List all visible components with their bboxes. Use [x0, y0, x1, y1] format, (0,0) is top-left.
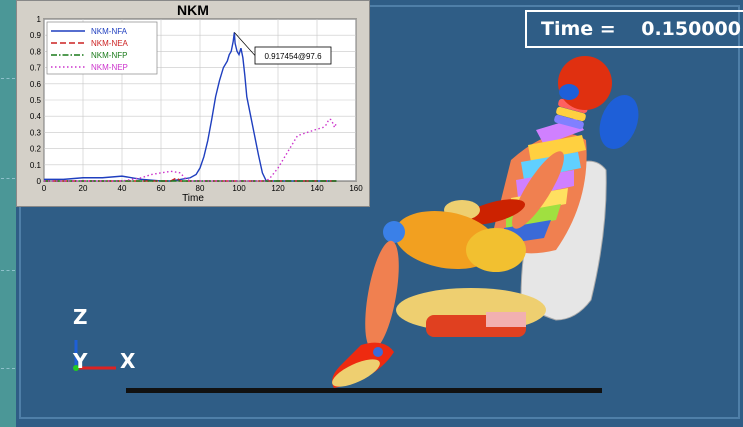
y-tick-label: 0.8: [30, 47, 42, 56]
y-tick-label: 0.2: [30, 145, 42, 154]
x-tick-label: 20: [79, 184, 88, 193]
triad-y-label: Y: [73, 349, 87, 373]
ground-line: [126, 388, 602, 393]
annotation-text: 0.917454@97.6: [264, 52, 322, 61]
head-visor: [559, 84, 579, 100]
time-value: 0.150000: [641, 12, 741, 46]
time-readout: Time = 0.150000: [525, 10, 743, 48]
x-tick-label: 40: [118, 184, 127, 193]
side-panel-strip: [0, 0, 16, 427]
y-tick-label: 1: [37, 15, 42, 24]
triad-z-label: Z: [73, 305, 88, 329]
x-tick-label: 160: [349, 184, 363, 193]
legend-entry: NKM-NFP: [91, 51, 127, 60]
x-tick-label: 80: [196, 184, 205, 193]
strip-divider: [1, 270, 15, 271]
y-tick-label: 0.3: [30, 128, 42, 137]
plot-window[interactable]: NKM 0 20 40 60 80 100 120 140 160 0 0.1 0.2 0.3 0.4 0.…: [16, 0, 370, 207]
x-tick-label: 140: [310, 184, 324, 193]
x-tick-label: 60: [157, 184, 166, 193]
y-tick-label: 0.6: [30, 80, 42, 89]
strip-divider: [1, 78, 15, 79]
dummy-head: [558, 56, 612, 110]
triad-x-label: X: [120, 349, 135, 373]
x-tick-label: 0: [42, 184, 47, 193]
lower-leg: [359, 238, 406, 351]
time-label: Time =: [541, 12, 616, 46]
y-tick-label: 0: [37, 177, 42, 186]
line-chart: 0 20 40 60 80 100 120 140 160 0 0.1 0.2 0.3 0.4 0.5 0.6…: [17, 1, 369, 206]
pelvis: [466, 228, 526, 272]
ankle: [373, 347, 383, 357]
seat-base-pad: [486, 312, 526, 327]
x-tick-label: 100: [232, 184, 246, 193]
y-tick-label: 0.4: [30, 112, 42, 121]
strip-divider: [1, 178, 15, 179]
y-tick-label: 0.7: [30, 64, 42, 73]
y-tick-label: 0.9: [30, 31, 42, 40]
legend-entry: NKM-NEP: [91, 63, 128, 72]
legend-entry: NKM-NFA: [91, 27, 128, 36]
legend-entry: NKM-NEA: [91, 39, 129, 48]
x-tick-label: 120: [271, 184, 285, 193]
strip-divider: [1, 368, 15, 369]
x-axis-label: Time: [17, 193, 369, 204]
knee: [383, 221, 405, 243]
y-tick-label: 0.1: [30, 161, 42, 170]
y-tick-label: 0.5: [30, 96, 42, 105]
